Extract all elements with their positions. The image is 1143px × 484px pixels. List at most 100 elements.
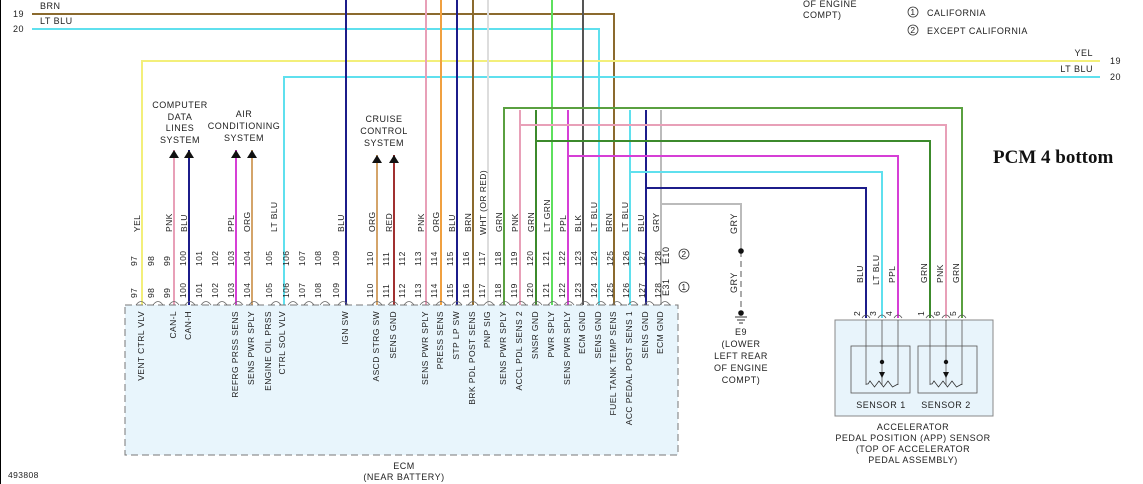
ground-e9: GRY GRY E9 (LOWER LEFT REAR OF ENGINE CO… [714,213,768,385]
system-label-line: CONDITIONING [208,121,281,131]
pin-function-label: ECM GND [655,311,665,354]
wire-color-label: LT GRN [542,199,552,232]
header-fragment-line-1: OF ENGINE [803,0,857,9]
pin-socket-icon [659,301,671,306]
pin-number-upper: 110 [365,251,375,266]
legend-marker-2: 2 [910,25,915,35]
pin-number-upper: 120 [525,251,535,266]
pin-socket-icon [419,301,431,306]
pin-socket-icon [547,301,559,306]
left-bus-19-color: BRN [40,1,61,11]
pin-number-upper: 103 [226,251,236,266]
pin-number-upper: 109 [331,251,341,266]
pin-socket-icon [515,301,527,306]
pin-number: 127 [637,283,647,298]
wire-to-app-122 [567,155,899,318]
pin-number: 122 [557,283,567,298]
pin-number: 100 [178,283,188,298]
wire-color-label: LT BLU [269,202,279,232]
pin-socket-icon [627,301,639,306]
pin-function-label: SENS GND [593,311,603,359]
pin-function-label: SENS PWR SPLY [562,311,572,385]
system-label-line: SYSTEM [364,138,404,148]
pin-socket-icon [403,301,415,306]
system-label-line: SYSTEM [224,133,264,143]
pin-number-upper: 128 [653,251,663,266]
potentiometer-icon [930,380,963,388]
wire-color-label: GRN [494,212,504,232]
left-bus-19-number: 19 [13,9,24,19]
ground-dot-icon [738,310,744,316]
pin-number: 119 [509,283,519,298]
pin-number: 115 [445,283,455,298]
sensor-2-label: SENSOR 2 [921,400,971,410]
pin-function-label: FUEL TANK TEMP SENS [608,311,618,415]
wire-color-label: PPL [558,215,568,232]
pin-number: 108 [313,283,323,298]
pin-number-upper: 127 [637,251,647,266]
pin-socket-icon [135,301,147,306]
app-wire-color-label: GRN [951,263,961,283]
wiper-arrow-icon [943,372,949,378]
pin-number-upper: 111 [381,252,391,266]
legend-marker-1-icon [907,6,919,18]
app-sensor-title-line: PEDAL ASSEMBLY) [868,455,958,465]
app-pin-number: 2 [852,311,862,316]
bus-wire-lt-blu-right [283,76,1100,305]
pin-number-upper: 99 [162,256,172,266]
pin-socket-icon [563,301,575,306]
system-label-line: CONTROL [360,126,408,136]
app-sensor-title-line: (TOP OF ACCELERATOR [856,444,970,454]
sensor-1-box [850,345,911,394]
sensor-2-box [917,345,978,394]
pin-number: 105 [264,283,274,298]
wire-color-label: LT BLU [589,202,599,232]
pin-socket-icon [184,301,196,306]
pin-number-upper: 117 [477,251,487,266]
pin-number: 121 [541,283,551,298]
pin-function-label: ACCL PDL SENS 2 [514,311,524,391]
wire-to-app-127 [645,187,867,318]
wire-color-label: BRN [463,213,473,232]
pin-socket-icon [337,301,349,306]
wires-layer [0,0,1100,484]
pin-function-label: SENS PWR SPLY [246,311,256,385]
pin-socket-icon [371,301,383,306]
arrow-up-icon [231,150,241,158]
pin-socket-icon [435,301,447,306]
connector-e10: E10 [661,246,671,264]
wire-to-app-120 [535,140,931,318]
app-sensor-wires: BLU 2 LT BLU 3 PPL 4 GRN 1 PNK 6 GRN 5 [852,255,967,388]
ground-id: E9 [735,327,747,337]
pin-number: 106 [281,283,291,298]
overlay-label: PCM 4 bottom [993,147,1113,168]
pin-socket-icon [287,301,299,306]
pin-number: 107 [297,283,307,298]
wire-color-label: YEL [132,215,142,232]
system-air-conditioning: AIR CONDITIONING SYSTEM [208,109,281,143]
app-pin-number: 3 [868,311,878,316]
pin-number-upper: 121 [541,251,551,266]
left-bus-20-color: LT BLU [40,16,73,26]
app-pin-number: 4 [884,311,894,316]
pin-socket-icon [595,301,607,306]
wire-color-label: PNK [510,213,520,232]
pin-number-upper: 123 [573,251,583,266]
connector-e10-marker-icon [678,248,690,260]
pin-socket-icon [483,301,495,306]
pin-number-upper: 116 [461,251,471,266]
connector-e10-marker: 2 [681,249,686,259]
legend: 1 CALIFORNIA 2 EXCEPT CALIFORNIA [907,6,1027,36]
system-computer-data-lines: COMPUTER DATA LINES SYSTEM [152,100,207,145]
pin-socket-icon [248,301,260,306]
pin-number-upper: 114 [429,251,439,266]
wire-color-label: RED [384,213,394,232]
pin-number: 125 [605,283,615,298]
pin-number-upper: 124 [589,251,599,266]
pin-number-upper: 115 [445,251,455,266]
pin-number: 98 [146,288,156,298]
pin-number-upper: 106 [281,251,291,266]
wire-color-label: BLU [336,214,346,232]
pin-number: 102 [210,283,220,298]
pin-number-upper: 98 [146,256,156,266]
